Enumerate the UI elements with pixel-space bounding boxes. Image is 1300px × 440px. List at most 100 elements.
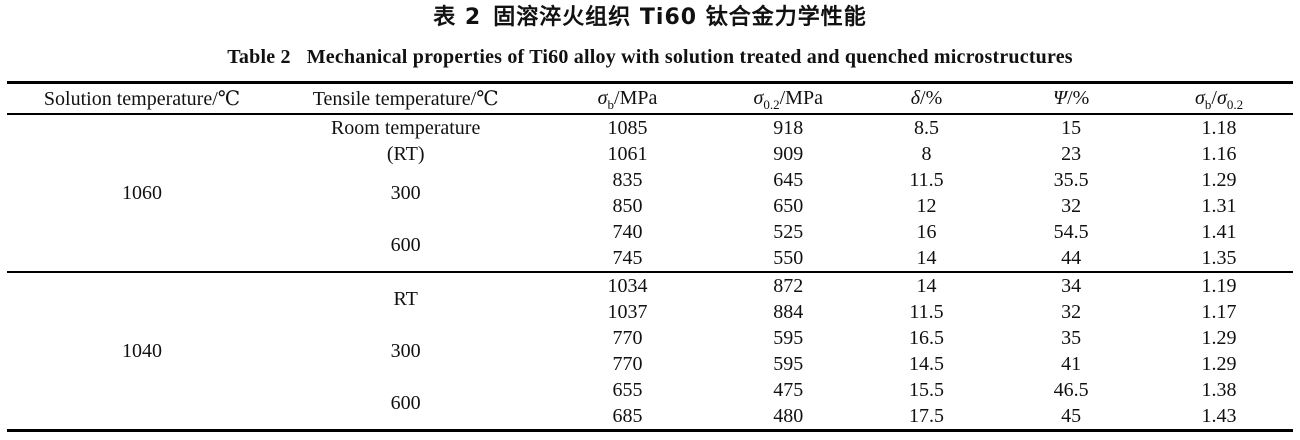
table-row: 770 595 14.5 41 1.29	[7, 351, 1293, 377]
value-cell-ratio: 1.29	[1201, 353, 1237, 375]
value-cell-sigma-b: 1085	[607, 117, 648, 139]
sigma-b-subscript: b	[607, 97, 615, 112]
col-header-psi: Ψ/%	[997, 82, 1146, 115]
table-row: 300 770 595 16.5 35 1.29	[7, 325, 1293, 362]
value-cell-psi: 23	[1061, 143, 1082, 165]
value-cell-ratio: 1.19	[1145, 271, 1293, 299]
value-cell-psi: 41	[1061, 353, 1082, 375]
value-cell-delta: 14	[916, 247, 937, 269]
col-header-sigma-02: σ0.2/MPa	[720, 82, 856, 115]
value-cell-psi: 54.5	[1053, 221, 1089, 243]
table-row: 1061 909 8 23 1.16	[7, 141, 1293, 167]
value-cell-sigma-b: 850	[612, 195, 643, 217]
value-cell-delta: 11.5	[909, 301, 944, 323]
ratio-sub-b: b	[1204, 97, 1212, 112]
value-cell-sigma-02: 872	[720, 271, 856, 299]
table-row: 600 655 475 15.5 46.5 1.38	[7, 377, 1293, 414]
value-cell-sigma-02: 525	[773, 221, 804, 243]
table-row: 745 550 14 44 1.35	[7, 245, 1293, 272]
tensile-temp-cell: 600	[390, 234, 421, 256]
value-cell-sigma-b: 835	[612, 169, 643, 191]
col-header-sigma-b: σb/MPa	[534, 82, 721, 115]
value-cell-sigma-b: 745	[612, 247, 643, 269]
psi-symbol: Ψ	[1053, 87, 1068, 109]
value-cell-sigma-b: 1037	[607, 301, 648, 323]
psi-unit: /%	[1067, 87, 1090, 109]
table-row: 850 650 12 32 1.31	[7, 193, 1293, 219]
value-cell-sigma-b: 1034	[534, 271, 721, 299]
value-cell-psi: 34	[997, 271, 1146, 299]
value-cell-delta: 14	[855, 271, 998, 299]
header-row: Solution temperature/℃ Tensile temperatu…	[7, 82, 1293, 115]
value-cell-sigma-b: 740	[612, 221, 643, 243]
value-cell-delta: 17.5	[908, 405, 944, 427]
sigma-symbol: σ	[597, 87, 608, 109]
value-cell-sigma-02: 475	[773, 379, 804, 401]
tensile-temp-cell: 300	[390, 182, 421, 204]
table-row: 300 835 645 11.5 35.5 1.29	[7, 167, 1293, 204]
ratio-slash: /	[1211, 87, 1217, 109]
sigma-symbol: σ	[1216, 87, 1227, 109]
value-cell-psi: 35	[1061, 327, 1082, 349]
tensile-temp-cell: 600	[390, 392, 421, 414]
table-row: 1040 RT 1034 872 14 34 1.19	[7, 271, 1293, 431]
sigma-symbol: σ	[1195, 87, 1205, 109]
tensile-temp-cell: Room temperature (RT)	[277, 114, 534, 167]
value-cell-delta: 15.5	[908, 379, 944, 401]
value-cell-sigma-02: 480	[773, 405, 804, 427]
col-header-tensile-temp-label: Tensile temperature/℃	[312, 88, 499, 110]
col-header-ratio: σb/σ0.2	[1145, 82, 1293, 115]
value-cell-delta: 8	[921, 143, 932, 165]
value-cell-ratio: 1.17	[1201, 301, 1237, 323]
value-cell-delta: 14.5	[908, 353, 944, 375]
value-cell-sigma-02: 595	[773, 327, 804, 349]
value-cell-psi: 44	[1061, 247, 1082, 269]
value-cell-sigma-02: 595	[773, 353, 804, 375]
col-header-solution-temp-label: Solution temperature/℃	[43, 88, 241, 110]
value-cell-sigma-b: 685	[612, 405, 643, 427]
table-number-cn: 表 2	[433, 5, 482, 30]
value-cell-sigma-b: 770	[612, 327, 643, 349]
table-number-en: Table 2	[227, 46, 291, 68]
value-cell-sigma-02: 909	[773, 143, 804, 165]
value-cell-ratio: 1.31	[1201, 195, 1237, 217]
value-cell-sigma-02: 650	[773, 195, 804, 217]
sigma-symbol: σ	[753, 87, 764, 109]
value-cell-ratio: 1.41	[1201, 221, 1237, 243]
value-cell-delta: 16	[916, 221, 937, 243]
value-cell-sigma-02: 550	[773, 247, 804, 269]
col-header-tensile-temp: Tensile temperature/℃	[277, 82, 535, 115]
sigma-b-unit: /MPa	[614, 87, 658, 109]
value-cell-delta: 8.5	[913, 117, 939, 139]
value-cell-sigma-b: 655	[612, 379, 643, 401]
properties-table: Solution temperature/℃ Tensile temperatu…	[7, 81, 1293, 432]
value-cell-psi: 46.5	[1053, 379, 1089, 401]
col-header-delta: δ/%	[855, 82, 998, 115]
value-cell-ratio: 1.29	[1201, 327, 1237, 349]
value-cell-psi: 15	[1061, 117, 1082, 139]
value-cell-ratio: 1.43	[1201, 405, 1237, 427]
value-cell-ratio: 1.35	[1201, 247, 1237, 269]
table-row: 685 480 17.5 45 1.43	[7, 403, 1293, 431]
col-header-solution-temp: Solution temperature/℃	[7, 82, 278, 115]
ratio-sub-02: 0.2	[1226, 97, 1244, 112]
delta-unit: /%	[920, 87, 943, 109]
tensile-temp-cell: 300	[390, 340, 421, 362]
sigma-02-unit: /MPa	[779, 87, 823, 109]
solution-temp-cell: 1060	[122, 182, 163, 204]
value-cell-psi: 35.5	[1053, 169, 1089, 191]
value-cell-ratio: 1.18	[1201, 117, 1237, 139]
value-cell-psi: 32	[1061, 195, 1082, 217]
value-cell-sigma-02: 918	[773, 117, 804, 139]
value-cell-psi: 45	[1061, 405, 1082, 427]
value-cell-psi: 32	[1061, 301, 1082, 323]
value-cell-ratio: 1.16	[1201, 143, 1237, 165]
value-cell-delta: 16.5	[908, 327, 944, 349]
table-title-cn-text: 固溶淬火组织 Ti60 钛合金力学性能	[493, 5, 867, 30]
table-title-english: Table 2 Mechanical properties of Ti60 all…	[7, 46, 1293, 69]
table-row: 600 740 525 16 54.5 1.41	[7, 219, 1293, 256]
value-cell-ratio: 1.38	[1201, 379, 1237, 401]
value-cell-delta: 12	[916, 195, 937, 217]
delta-symbol: δ	[910, 87, 921, 109]
